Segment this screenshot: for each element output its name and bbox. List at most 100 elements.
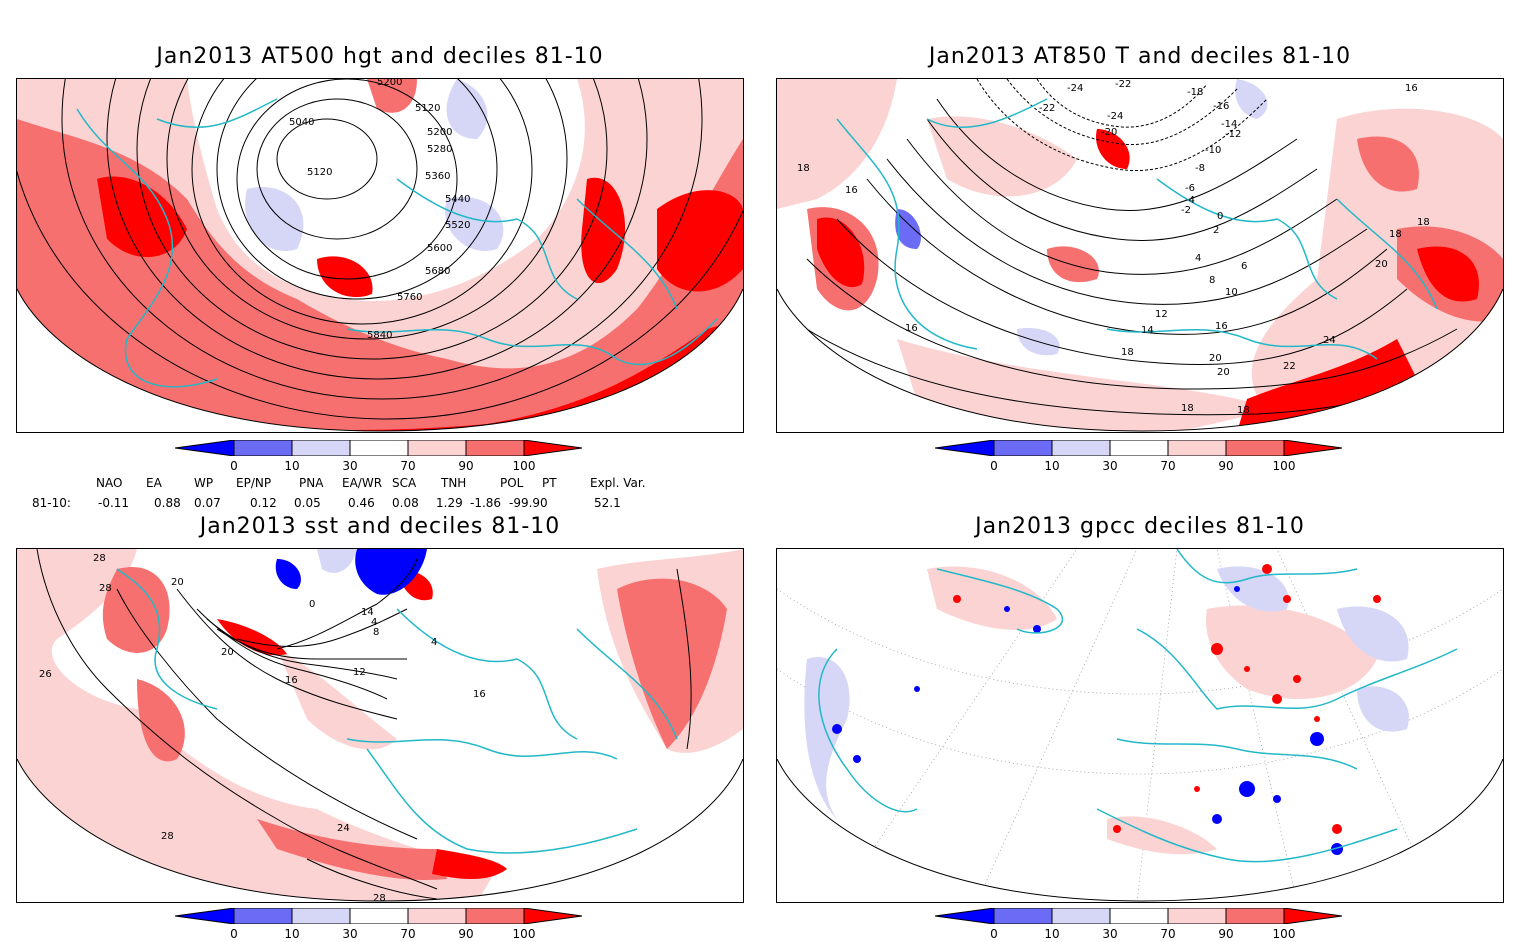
- index-header: EA: [146, 476, 162, 490]
- dot-blue: [914, 686, 920, 692]
- light-blue-shade: [895, 209, 921, 249]
- contour-label: 16: [1215, 321, 1228, 332]
- contour-label: 28: [93, 553, 106, 564]
- dark-red-shade: [217, 619, 287, 656]
- coastline: [936, 568, 1064, 634]
- coastline: [396, 608, 578, 740]
- contour-label: 16: [473, 689, 486, 700]
- red-shade: [137, 679, 185, 762]
- contour-label: 24: [337, 823, 350, 834]
- colorbar-segment: [993, 440, 1053, 456]
- coastline: [1096, 808, 1398, 863]
- dot-red: [1332, 824, 1342, 834]
- coastline: [1156, 178, 1338, 300]
- contour-label: -6: [1185, 183, 1195, 194]
- index-header: POL: [500, 476, 524, 490]
- index-header: EA/WR: [342, 476, 383, 490]
- coastline: [1176, 549, 1358, 584]
- contour-label: 5760: [397, 292, 422, 303]
- map-t850: -24 -22 -22 -18 -16 -24 -20 -14 -12 -10 …: [777, 79, 1503, 432]
- colorbar-segment: [407, 908, 467, 924]
- contour-label: 18: [1417, 217, 1430, 228]
- colorbar-tick: 70: [400, 459, 416, 473]
- light-blue-shade: [245, 187, 304, 251]
- index-header: WP: [194, 476, 214, 490]
- colorbar-tick: 0: [230, 459, 238, 473]
- contour-label: -2: [1181, 205, 1191, 216]
- colorbar-segment: [465, 908, 525, 924]
- dot-red: [1283, 595, 1291, 603]
- colorbar-tick: 10: [1044, 459, 1060, 473]
- contour-label: 4: [1195, 253, 1201, 264]
- contour-label: -16: [1213, 101, 1229, 112]
- contour-label: 5280: [427, 144, 452, 155]
- colorbar-tick: 90: [458, 927, 474, 941]
- contour-label: -22: [1039, 103, 1055, 114]
- colorbar-tick: 10: [1044, 927, 1060, 941]
- colorbar-segment: [1167, 908, 1227, 924]
- pink-shade: [927, 116, 1077, 197]
- colorbar-arrow-right: [523, 908, 583, 924]
- contour-label: 18: [1237, 405, 1250, 416]
- colorbar-arrow-left: [175, 908, 235, 924]
- contour-label: 20: [1209, 353, 1222, 364]
- colorbar-segment: [1051, 908, 1111, 924]
- light-blue-shade: [1357, 686, 1409, 732]
- colorbar-arrow-right: [1283, 440, 1343, 456]
- dot-blue: [1234, 586, 1240, 592]
- contour-label: -8: [1195, 163, 1205, 174]
- light-blue-shade: [1217, 566, 1289, 612]
- colorbar-tick: 10: [284, 927, 300, 941]
- index-value: 0.05: [294, 496, 321, 510]
- colorbar-tick: 100: [512, 927, 536, 941]
- colorbar-tick: 70: [400, 927, 416, 941]
- contour-label: 18: [1389, 229, 1402, 240]
- pink-shade: [897, 339, 1277, 431]
- colorbar-tick: 30: [342, 927, 358, 941]
- contour-label: -12: [1225, 129, 1241, 140]
- colorbar-tick: 30: [1102, 459, 1118, 473]
- dot-red: [1293, 675, 1301, 683]
- dot-red: [1211, 643, 1223, 655]
- pink-shade: [1251, 108, 1503, 419]
- index-header: SCA: [392, 476, 417, 490]
- contour-label: 8: [1209, 275, 1215, 286]
- light-blue-shade: [446, 79, 488, 139]
- panel-title-gpcc: Jan2013 gpcc deciles 81-10: [975, 514, 1305, 539]
- contour-label: 5200: [377, 79, 402, 88]
- colorbar-segment: [291, 440, 351, 456]
- index-header: PNA: [299, 476, 324, 490]
- coastline: [818, 648, 918, 813]
- contour-label: -14: [1221, 119, 1237, 130]
- contour-label: -24: [1107, 111, 1123, 122]
- contour-label: -22: [1115, 79, 1131, 90]
- dot-blue: [1273, 795, 1281, 803]
- dot-blue: [1310, 732, 1324, 746]
- contour-label: 18: [797, 163, 810, 174]
- contour-label: 8: [373, 627, 379, 638]
- colorbar-segment: [465, 440, 525, 456]
- dark-red-shade: [581, 177, 626, 284]
- index-value: -0.11: [98, 496, 130, 510]
- index-value: 1.29: [436, 496, 463, 510]
- dot-blue: [1004, 606, 1010, 612]
- index-header: PT: [542, 476, 557, 490]
- contour-label: 22: [1283, 361, 1296, 372]
- dot-red: [1244, 666, 1250, 672]
- index-value: 0.46: [348, 496, 375, 510]
- colorbar: 0 10 30 70 90 100: [175, 440, 587, 474]
- colorbar-tick: 30: [342, 459, 358, 473]
- colorbar-tick: 100: [512, 459, 536, 473]
- dot-blue: [1239, 781, 1255, 797]
- index-header: NAO: [96, 476, 123, 490]
- grid-line: [976, 549, 1138, 901]
- dark-red-shade: [432, 849, 507, 879]
- colorbar-segment: [233, 440, 293, 456]
- map-panel-t850: -24 -22 -22 -18 -16 -24 -20 -14 -12 -10 …: [776, 78, 1504, 433]
- dot-blue: [832, 724, 842, 734]
- map-panel-hgt500: 5200 5040 5120 5200 5280 5120 5360 5440 …: [16, 78, 744, 433]
- contour-label: -4: [1185, 195, 1195, 206]
- colorbar-segment: [1109, 908, 1169, 924]
- contour-label: 16: [845, 185, 858, 196]
- colorbar-tick: 10: [284, 459, 300, 473]
